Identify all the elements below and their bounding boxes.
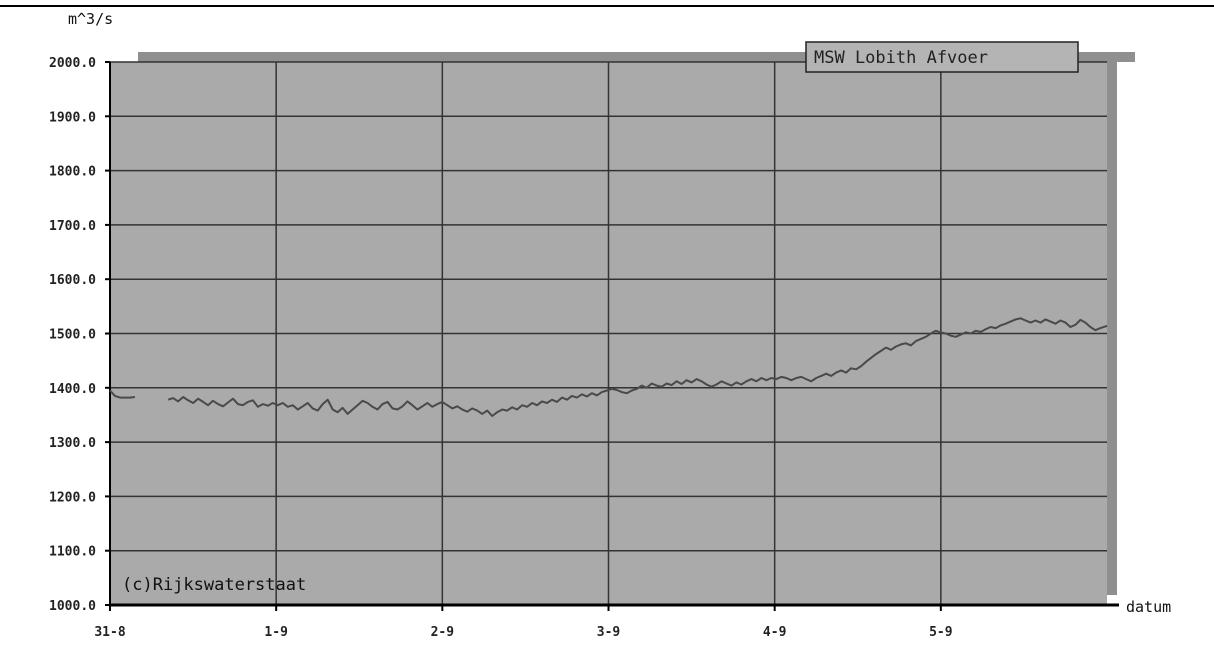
x-tick-label: 3-9 [597, 625, 620, 640]
legend-label: MSW Lobith Afvoer [814, 48, 988, 68]
y-tick-label: 1100.0 [49, 545, 96, 560]
credit-text: (c)Rijkswaterstaat [122, 575, 306, 595]
y-tick-label: 1600.0 [49, 273, 96, 288]
y-tick-label: 2000.0 [49, 56, 96, 71]
series-group [109, 317, 1108, 417]
y-tick-label: 1500.0 [49, 328, 96, 343]
plot-shadow-right [1107, 52, 1117, 595]
x-tick-label: 4-9 [763, 625, 786, 640]
x-tick-label: 1-9 [264, 625, 287, 640]
series-line [167, 317, 1108, 417]
plot-shadow-top [138, 52, 1135, 62]
y-tick-label: 1900.0 [49, 110, 96, 125]
y-tick-label: 1800.0 [49, 165, 96, 180]
y-axis-unit-label: m^3/s [68, 10, 113, 28]
legend-box: MSW Lobith Afvoer [805, 41, 1079, 73]
x-tick-label: 5-9 [929, 625, 952, 640]
y-tick-label: 1400.0 [49, 382, 96, 397]
x-tick-label: 2-9 [431, 625, 454, 640]
y-tick-label: 1200.0 [49, 490, 96, 505]
x-tick-label: 31-8 [94, 625, 125, 640]
y-tick-label: 1300.0 [49, 436, 96, 451]
series-line [109, 389, 136, 399]
y-tick-label: 1700.0 [49, 219, 96, 234]
x-axis-title: datum [1126, 598, 1171, 616]
axis-ticks: 2000.0 1900.0 1800.0 1700.0 1600.0 1500.0 1400… [49, 56, 953, 640]
y-tick-label: 1000.0 [49, 599, 96, 614]
